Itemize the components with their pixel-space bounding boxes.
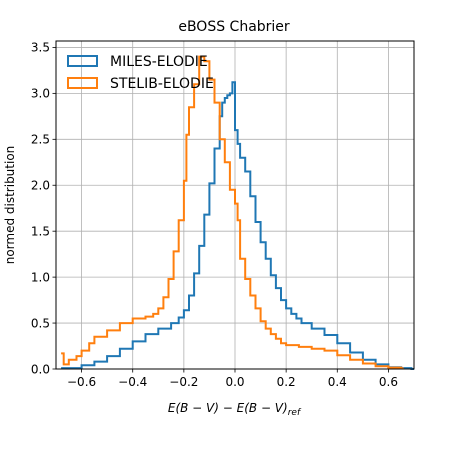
- series-line-1: [61, 82, 414, 369]
- legend: MILES-ELODIE STELIB-ELODIE: [68, 54, 214, 92]
- y-tick-label: 0.0: [31, 362, 50, 376]
- series-group: [61, 57, 414, 369]
- y-tick-label: 1.0: [31, 270, 50, 284]
- legend-label-2: STELIB-ELODIE: [110, 76, 214, 92]
- y-tick-label: 0.5: [31, 316, 50, 330]
- series-line-2: [61, 57, 404, 369]
- y-axis-label: normed distribution: [3, 146, 17, 265]
- y-tick-label: 2.5: [31, 133, 50, 147]
- y-tick-label: 3.0: [31, 87, 50, 101]
- x-axis-label: E(B − V) − E(B − V)ref: [168, 401, 302, 418]
- x-tick-label: 0.2: [277, 375, 296, 389]
- x-tick-label: −0.6: [67, 375, 96, 389]
- x-axis-label-subscript: ref: [288, 408, 302, 418]
- x-tick-label: 0.6: [379, 375, 398, 389]
- x-tick-label: 0.0: [225, 375, 244, 389]
- legend-label-1: MILES-ELODIE: [110, 54, 208, 70]
- x-tick-label: 0.4: [328, 375, 347, 389]
- legend-swatch-2: [68, 78, 97, 88]
- legend-swatch-1: [68, 56, 97, 66]
- y-tick-label: 1.5: [31, 224, 50, 238]
- y-tick-label: 2.0: [31, 179, 50, 193]
- x-tick-label: −0.2: [169, 375, 198, 389]
- y-tick-label: 3.5: [31, 41, 50, 55]
- chart-title: eBOSS Chabrier: [178, 19, 290, 35]
- x-tick-label: −0.4: [118, 375, 147, 389]
- x-axis-label-main: E(B − V) − E(B − V): [168, 401, 288, 415]
